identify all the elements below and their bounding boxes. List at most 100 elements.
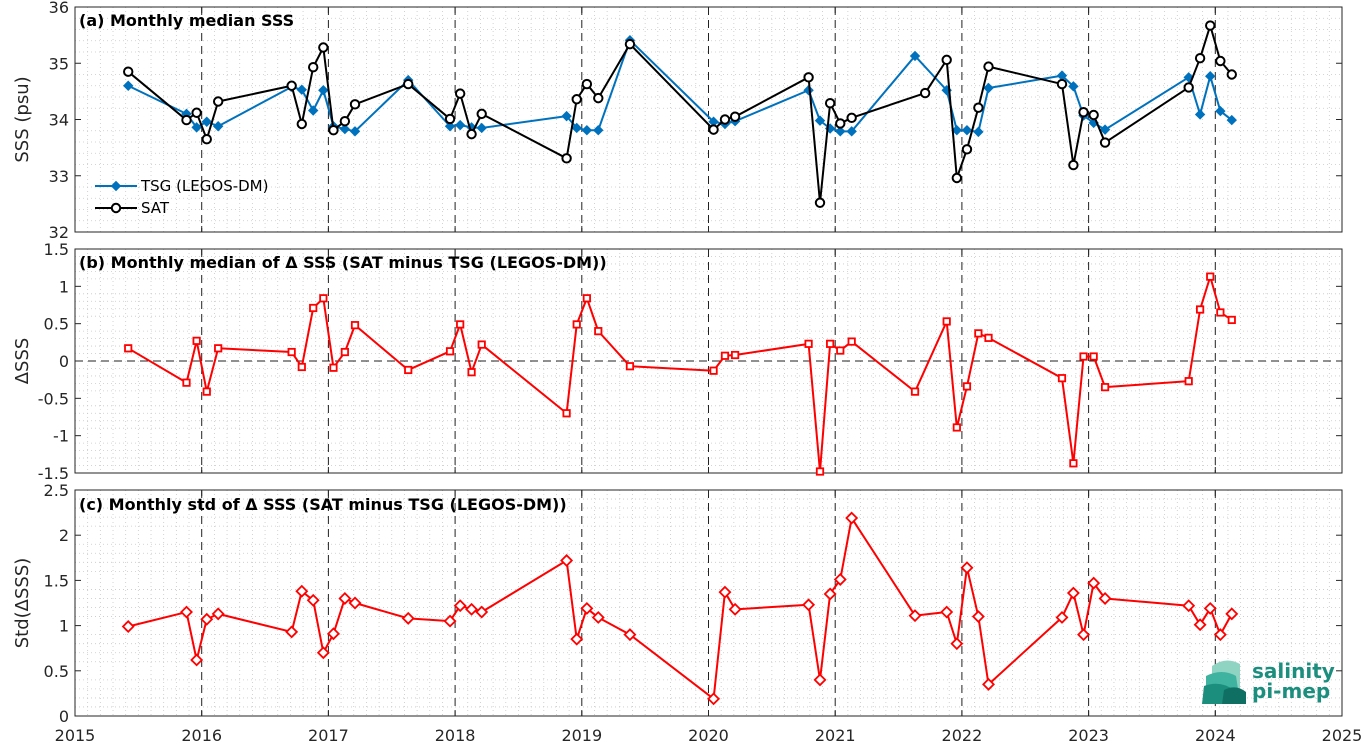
data-point <box>803 72 814 83</box>
data-point <box>456 320 465 329</box>
data-point <box>318 85 329 96</box>
data-point <box>814 115 826 126</box>
data-point <box>466 128 477 140</box>
data-point <box>211 607 225 621</box>
data-point <box>582 294 591 303</box>
logo-line1: salinity <box>1252 659 1335 683</box>
data-point <box>286 80 297 91</box>
data-point <box>814 197 826 208</box>
data-point <box>202 387 211 396</box>
data-point <box>214 344 223 353</box>
data-point <box>445 347 455 356</box>
data-point <box>1225 607 1239 621</box>
data-point <box>941 54 952 66</box>
data-point <box>950 637 964 651</box>
panel-title: (a) Monthly median SSS <box>79 11 294 30</box>
data-point <box>835 126 846 137</box>
y-tick-label: -1 <box>53 427 69 446</box>
data-point <box>285 625 299 639</box>
data-point <box>182 378 191 387</box>
x-tick-label: 2020 <box>688 726 729 745</box>
data-point <box>940 605 954 619</box>
x-tick-label: 2017 <box>308 726 349 745</box>
data-point <box>403 78 414 90</box>
data-point <box>1215 105 1226 117</box>
data-point <box>212 121 224 132</box>
data-point <box>1226 114 1237 126</box>
data-point <box>338 592 352 605</box>
series-0 <box>121 511 1239 706</box>
legend-entry: SAT <box>141 199 170 217</box>
data-point <box>191 107 202 118</box>
data-point <box>316 646 330 660</box>
legend: TSG (LEGOS-DM) SAT <box>95 177 268 217</box>
data-point <box>731 350 740 360</box>
data-point <box>846 126 857 137</box>
data-point <box>919 87 931 99</box>
data-point <box>349 126 361 137</box>
data-point <box>329 363 338 372</box>
data-point <box>121 620 135 633</box>
data-point <box>404 365 413 375</box>
x-tick-label: 2024 <box>1195 726 1236 745</box>
data-point <box>960 561 974 575</box>
data-point <box>1068 159 1079 171</box>
data-point <box>909 50 921 62</box>
data-point <box>181 114 192 126</box>
data-point <box>1213 628 1227 642</box>
data-point <box>591 610 605 624</box>
data-point <box>908 609 922 623</box>
series-line <box>127 24 1233 204</box>
y-tick-label: 1 <box>59 277 69 296</box>
y-tick-label: 32 <box>49 223 69 242</box>
y-axis-label: ΔSSS <box>12 338 33 385</box>
y-tick-label: 1 <box>59 617 69 636</box>
data-point <box>823 587 837 601</box>
y-tick-label: 2.5 <box>44 481 69 500</box>
data-point <box>180 605 193 619</box>
y-tick-label: 1.5 <box>44 571 69 590</box>
data-point <box>729 111 741 122</box>
data-point <box>624 38 636 50</box>
y-tick-label: 36 <box>49 0 69 17</box>
data-point <box>813 673 827 687</box>
data-point <box>1088 109 1099 121</box>
legend-entry: TSG (LEGOS-DM) <box>140 177 268 195</box>
year-dashed-lines <box>201 7 1216 232</box>
data-point <box>625 362 635 371</box>
minor-grid <box>75 490 1342 716</box>
data-point <box>296 84 308 95</box>
salinity-pi-mep-logo: salinity pi-mep <box>1202 659 1335 704</box>
data-point <box>1182 599 1196 613</box>
data-point <box>350 321 360 330</box>
panel-b: -1.5 -1 -0.5 0 0.5 1 1.5 ΔSSS (b) Monthly median… <box>12 240 1343 483</box>
data-point <box>1066 586 1080 600</box>
logo-mark-icon <box>1202 660 1246 704</box>
data-point <box>824 97 836 109</box>
data-point <box>444 121 456 132</box>
series-line <box>127 39 1233 133</box>
data-point <box>594 327 603 336</box>
data-point <box>719 114 731 125</box>
data-point <box>1087 576 1101 590</box>
data-point <box>1206 272 1215 281</box>
data-point <box>974 329 983 338</box>
data-point <box>326 627 340 641</box>
data-point <box>707 692 721 706</box>
data-point <box>1056 78 1068 90</box>
data-point <box>476 108 487 120</box>
data-point <box>1079 352 1088 361</box>
data-point <box>340 347 349 357</box>
data-point <box>1194 52 1206 64</box>
data-point <box>297 362 306 372</box>
data-point <box>1089 352 1098 361</box>
data-point <box>581 78 593 90</box>
data-point <box>191 122 202 133</box>
y-tick-label: 0.5 <box>44 315 69 334</box>
data-point <box>971 610 985 624</box>
x-tick-label: 2015 <box>55 726 96 745</box>
data-point <box>453 599 467 613</box>
data-point <box>1057 374 1067 383</box>
y-tick-label: 1.5 <box>44 240 69 259</box>
